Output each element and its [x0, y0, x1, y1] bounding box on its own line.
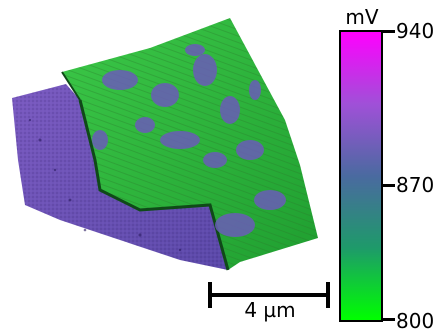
scale-bar-label: 4 µm [244, 298, 296, 322]
purple-domains [92, 44, 286, 237]
colorbar-label-min: 800 [396, 309, 435, 333]
colorbar-tick-min [383, 318, 395, 321]
colorbar-label-max: 940 [396, 19, 435, 43]
colorbar-unit: mV [345, 5, 379, 29]
scale-bar [208, 282, 330, 308]
colorbar-tick-mid [383, 184, 395, 187]
colorbar-tick-max [383, 30, 395, 33]
colorbar [339, 30, 383, 322]
scale-bar-right-cap [326, 282, 330, 308]
scale-bar-line [210, 293, 328, 297]
colorbar-label-mid: 870 [396, 173, 435, 197]
surface-3d-image [12, 18, 318, 271]
